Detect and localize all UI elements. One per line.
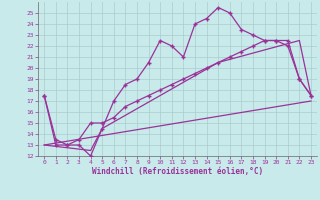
X-axis label: Windchill (Refroidissement éolien,°C): Windchill (Refroidissement éolien,°C) bbox=[92, 167, 263, 176]
